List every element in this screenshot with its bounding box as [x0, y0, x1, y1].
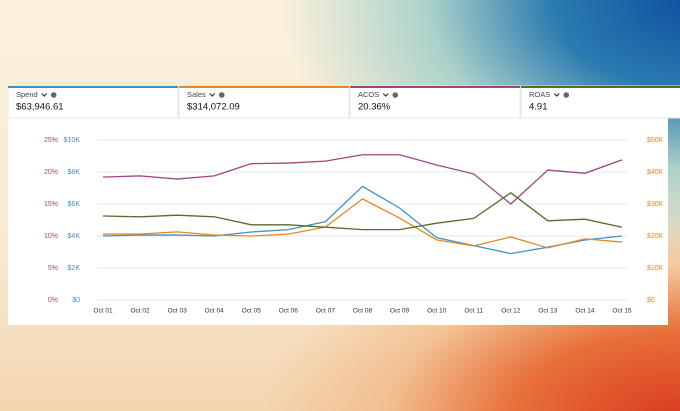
metric-value: $314,072.09	[187, 102, 240, 113]
tick-label-y3: 20%	[44, 169, 58, 176]
x-tick-label: Oct 11	[464, 308, 483, 315]
tick-label-y: $6K	[68, 201, 81, 208]
dropdown-icon[interactable]	[553, 93, 560, 97]
series-line	[102, 154, 623, 205]
metric-value: 4.91	[529, 102, 548, 113]
x-tick-label: Oct 01	[93, 308, 113, 315]
metric-accent	[179, 86, 349, 88]
info-icon[interactable]	[50, 92, 57, 98]
metric-accent	[350, 86, 520, 88]
tick-label-y2: $30K	[647, 201, 664, 208]
tick-label-y3: 0%	[48, 297, 58, 304]
tick-label-y3: 15%	[44, 201, 58, 208]
tick-label-y3: 10%	[44, 233, 58, 240]
dropdown-icon[interactable]	[209, 93, 216, 97]
x-tick-label: Oct 08	[353, 308, 373, 315]
metric-value: 20.36%	[358, 102, 391, 113]
tick-label-y: $4K	[68, 233, 81, 240]
tick-label-y2: $20K	[647, 233, 664, 240]
info-icon[interactable]	[218, 92, 225, 98]
metric-accent	[521, 86, 680, 88]
series-line	[103, 198, 623, 249]
info-icon[interactable]	[563, 92, 570, 98]
metric-card[interactable]	[520, 85, 680, 119]
tick-label-y: $0	[72, 297, 80, 304]
tick-label-y2: $50K	[647, 137, 664, 144]
metric-label: Spend	[16, 90, 38, 99]
x-tick-label: Oct 07	[316, 308, 336, 315]
metric-card[interactable]	[349, 85, 521, 119]
x-tick-label: Oct 14	[575, 308, 595, 315]
x-tick-label: Oct 04	[205, 308, 225, 315]
info-icon[interactable]	[392, 92, 399, 98]
metric-card[interactable]	[178, 85, 350, 119]
metric-accent	[8, 86, 178, 88]
x-tick-label: Oct 06	[279, 308, 299, 315]
metric-label: Sales	[187, 90, 206, 99]
tick-label-y3: 25%	[44, 137, 58, 144]
card	[8, 86, 668, 325]
dropdown-icon[interactable]	[41, 93, 48, 97]
x-tick-label: Oct 03	[168, 308, 188, 315]
tick-label-y: $2K	[68, 265, 81, 272]
tick-label-y: $10K	[64, 137, 81, 144]
metric-card[interactable]	[7, 85, 179, 119]
series-line	[102, 185, 623, 255]
tick-label-y2: $0	[647, 297, 655, 304]
tick-label-y3: 5%	[48, 265, 58, 272]
tick-label-y2: $40K	[647, 169, 664, 176]
dropdown-icon[interactable]	[382, 93, 389, 97]
metric-value: $63,946.61	[16, 102, 64, 113]
x-tick-label: Oct 15	[612, 308, 632, 315]
x-tick-label: Oct 13	[538, 308, 558, 315]
metric-label: ACOS	[358, 90, 379, 99]
series-line	[102, 191, 623, 231]
tick-label-y: $8K	[68, 169, 81, 176]
x-tick-label: Oct 12	[501, 308, 521, 315]
metric-label: ROAS	[529, 90, 550, 99]
x-tick-label: Oct 09	[390, 308, 410, 315]
tick-label-y2: $10K	[647, 265, 664, 272]
x-tick-label: Oct 05	[242, 308, 262, 315]
x-tick-label: Oct 10	[427, 308, 447, 315]
x-tick-label: Oct 02	[130, 308, 150, 315]
